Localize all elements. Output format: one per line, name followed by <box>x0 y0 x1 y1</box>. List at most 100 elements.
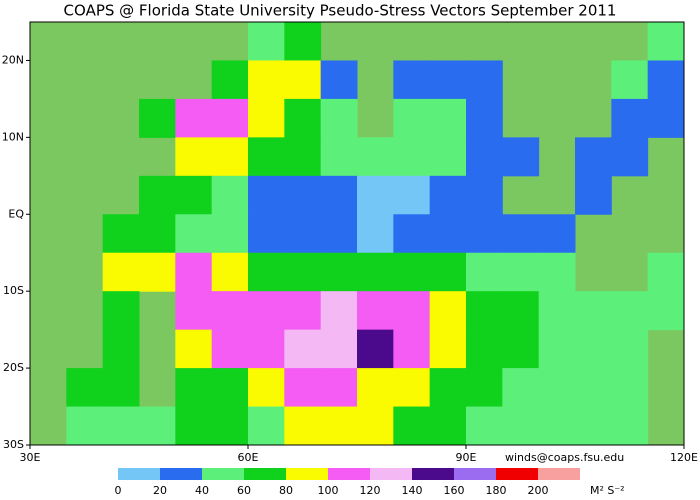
field-cell <box>393 252 431 292</box>
colorbar-box <box>454 468 496 480</box>
field-cell <box>357 214 394 254</box>
field-cell <box>357 329 394 369</box>
field-cell <box>393 214 431 254</box>
y-tick-label: 30S <box>3 438 24 451</box>
field-cell <box>611 98 649 138</box>
field-cell <box>175 291 213 331</box>
field-cell <box>538 252 576 292</box>
field-cell <box>466 368 503 408</box>
field-cell <box>320 214 358 254</box>
field-cell <box>211 406 249 446</box>
y-tick-label: 20N <box>2 53 24 66</box>
field-cell <box>211 214 249 254</box>
field-cell <box>429 291 467 331</box>
field-cell <box>102 214 140 254</box>
colorbar-box <box>538 468 580 480</box>
field-cell <box>248 137 285 177</box>
field-cell <box>320 291 358 331</box>
field-cell <box>66 368 104 408</box>
field-cell <box>284 368 322 408</box>
field-cell <box>357 291 394 331</box>
field-cell <box>175 175 213 215</box>
colorbar-box <box>118 468 160 480</box>
colorbar-box <box>370 468 412 480</box>
map-title: COAPS @ Florida State University Pseudo-… <box>64 2 617 20</box>
field-cell <box>211 291 249 331</box>
field-cell <box>248 252 285 292</box>
field-cell <box>320 98 358 138</box>
field-cell <box>357 406 394 446</box>
field-cell <box>248 368 285 408</box>
field-cell <box>248 329 285 369</box>
field-cell <box>393 291 431 331</box>
field-cell <box>211 175 249 215</box>
field-cell <box>393 406 431 446</box>
y-tick-label: EQ <box>8 207 24 220</box>
credit: winds@coaps.fsu.edu <box>505 451 624 464</box>
colorbar-label: 60 <box>237 484 251 497</box>
field-cell <box>175 252 213 292</box>
field-cell <box>393 368 431 408</box>
field-cell <box>611 137 649 177</box>
field-cell <box>429 98 467 138</box>
field-cell <box>502 368 540 408</box>
field-cell <box>320 175 358 215</box>
field-cell <box>429 368 467 408</box>
field-cell <box>211 252 249 292</box>
field-cell <box>284 98 322 138</box>
field-cell <box>538 214 576 254</box>
field-cell <box>393 329 431 369</box>
field-cell <box>466 98 503 138</box>
colorbar-label: 20 <box>153 484 167 497</box>
field-cell <box>175 329 213 369</box>
field-cell <box>284 329 322 369</box>
field-cell <box>429 252 467 292</box>
field-cell <box>320 60 358 100</box>
field-cell <box>139 175 176 215</box>
field-cell <box>611 406 649 446</box>
field-cell <box>429 329 467 369</box>
colorbar-label: 140 <box>402 484 423 497</box>
colorbar-box <box>160 468 202 480</box>
field-cell <box>575 406 612 446</box>
field-cell <box>611 291 649 331</box>
field-cell <box>466 175 503 215</box>
field-cell <box>611 60 649 100</box>
field-cell <box>102 329 140 369</box>
x-tick-label: 60E <box>238 451 259 464</box>
field-cell <box>211 368 249 408</box>
field-cell <box>393 60 431 100</box>
field-cell <box>320 252 358 292</box>
colorbar-box <box>328 468 370 480</box>
field-cell <box>502 406 540 446</box>
colorbar-label: 100 <box>318 484 339 497</box>
field-cell <box>466 329 503 369</box>
field-cell <box>502 214 540 254</box>
field-cell <box>429 214 467 254</box>
x-tick-label: 30E <box>20 451 41 464</box>
field-cell <box>357 137 394 177</box>
field-cell <box>248 22 285 61</box>
field-cell <box>538 368 576 408</box>
field-cell <box>211 98 249 138</box>
field-cell <box>647 252 685 292</box>
field-cell <box>248 214 285 254</box>
field-cell <box>175 137 213 177</box>
colorbar-box <box>286 468 328 480</box>
field-cell <box>393 175 431 215</box>
y-tick-label: 10N <box>2 130 24 143</box>
field-cell <box>466 252 503 292</box>
field-cell <box>502 137 540 177</box>
colorbar-box <box>202 468 244 480</box>
field-cell <box>211 137 249 177</box>
colorbar-label: 200 <box>528 484 549 497</box>
field-cell <box>466 406 503 446</box>
field-cell <box>502 329 540 369</box>
y-tick-label: 10S <box>3 284 24 297</box>
field-cell <box>538 329 576 369</box>
field-cell <box>466 214 503 254</box>
colorbar-label: 80 <box>279 484 293 497</box>
field-cell <box>211 329 249 369</box>
plot-frame <box>29 21 685 446</box>
